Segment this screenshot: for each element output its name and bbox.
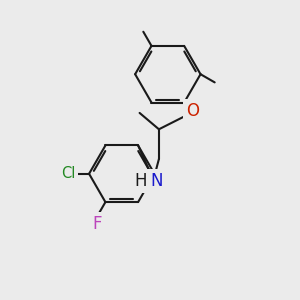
Text: F: F bbox=[92, 215, 102, 233]
Text: Cl: Cl bbox=[61, 166, 76, 181]
Text: O: O bbox=[186, 102, 199, 120]
Text: N: N bbox=[150, 172, 163, 190]
Text: H: H bbox=[135, 172, 147, 190]
